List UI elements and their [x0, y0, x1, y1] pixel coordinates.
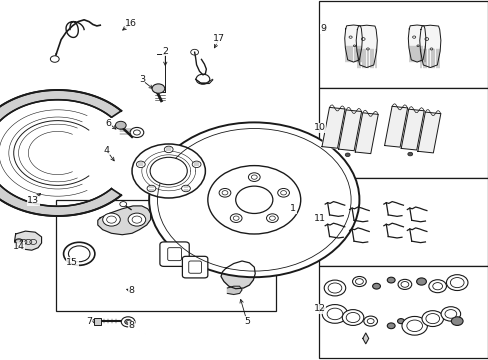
- Text: 17: 17: [213, 34, 224, 43]
- Circle shape: [124, 319, 131, 324]
- Circle shape: [126, 321, 129, 323]
- Circle shape: [322, 305, 347, 323]
- Polygon shape: [0, 90, 121, 216]
- Polygon shape: [417, 112, 440, 153]
- Polygon shape: [227, 286, 242, 294]
- Circle shape: [132, 144, 205, 198]
- Text: 5: 5: [244, 317, 249, 325]
- Text: 8: 8: [128, 321, 134, 330]
- Polygon shape: [355, 113, 377, 154]
- Bar: [94, 318, 101, 325]
- Circle shape: [130, 127, 143, 138]
- Circle shape: [235, 186, 272, 213]
- Circle shape: [400, 282, 408, 287]
- Text: 14: 14: [13, 242, 24, 251]
- Bar: [318, 88, 487, 178]
- Circle shape: [68, 246, 90, 262]
- Circle shape: [120, 202, 126, 207]
- Circle shape: [219, 189, 230, 197]
- Circle shape: [450, 317, 462, 325]
- Circle shape: [397, 319, 404, 324]
- Circle shape: [181, 185, 190, 192]
- Circle shape: [147, 185, 156, 192]
- Polygon shape: [322, 107, 344, 148]
- Polygon shape: [338, 110, 361, 151]
- Text: 7: 7: [86, 317, 92, 325]
- Circle shape: [386, 323, 394, 329]
- Circle shape: [366, 319, 373, 324]
- Circle shape: [152, 84, 164, 93]
- Circle shape: [372, 283, 380, 289]
- Polygon shape: [221, 261, 255, 289]
- Text: 6: 6: [105, 118, 111, 127]
- Circle shape: [446, 275, 467, 291]
- Circle shape: [386, 277, 394, 283]
- Text: 8: 8: [128, 287, 134, 295]
- Polygon shape: [362, 333, 368, 344]
- Circle shape: [432, 283, 442, 290]
- Circle shape: [207, 166, 300, 234]
- Circle shape: [150, 157, 187, 185]
- Circle shape: [444, 310, 456, 318]
- Bar: [318, 266, 487, 358]
- Circle shape: [102, 213, 120, 226]
- Circle shape: [401, 316, 427, 335]
- Circle shape: [406, 320, 422, 332]
- Circle shape: [327, 283, 341, 293]
- Circle shape: [428, 280, 446, 293]
- Circle shape: [346, 312, 359, 323]
- Circle shape: [449, 278, 463, 288]
- Polygon shape: [401, 109, 423, 150]
- Circle shape: [421, 311, 443, 327]
- Circle shape: [115, 121, 126, 129]
- Circle shape: [164, 146, 173, 153]
- Text: 10: 10: [313, 123, 325, 132]
- Text: 1: 1: [290, 204, 296, 213]
- Polygon shape: [15, 231, 41, 250]
- Circle shape: [407, 152, 412, 156]
- Circle shape: [326, 308, 342, 320]
- Text: 11: 11: [313, 214, 325, 223]
- Circle shape: [355, 279, 363, 284]
- Circle shape: [440, 307, 460, 321]
- Polygon shape: [419, 25, 440, 68]
- Circle shape: [324, 280, 345, 296]
- Circle shape: [50, 56, 59, 62]
- Circle shape: [345, 153, 349, 157]
- Text: 16: 16: [125, 19, 137, 28]
- Text: 9: 9: [320, 24, 326, 33]
- Circle shape: [230, 214, 242, 222]
- Circle shape: [149, 122, 359, 277]
- Text: 2: 2: [162, 46, 168, 55]
- Polygon shape: [355, 25, 377, 68]
- FancyBboxPatch shape: [160, 242, 189, 266]
- Circle shape: [277, 189, 289, 197]
- Circle shape: [266, 214, 278, 222]
- Bar: [318, 1, 487, 88]
- Bar: [318, 178, 487, 266]
- Circle shape: [397, 279, 411, 289]
- Circle shape: [248, 173, 260, 181]
- Polygon shape: [344, 25, 362, 62]
- FancyBboxPatch shape: [182, 256, 207, 278]
- Text: 4: 4: [103, 146, 109, 155]
- Circle shape: [342, 310, 363, 325]
- Text: 13: 13: [27, 197, 39, 205]
- Polygon shape: [407, 25, 425, 62]
- Text: 12: 12: [313, 305, 325, 313]
- Circle shape: [363, 316, 377, 326]
- Circle shape: [63, 242, 95, 265]
- Circle shape: [121, 317, 135, 327]
- Circle shape: [192, 161, 201, 167]
- Polygon shape: [384, 106, 407, 147]
- Circle shape: [416, 278, 426, 285]
- Text: 15: 15: [66, 258, 78, 266]
- Circle shape: [425, 314, 439, 324]
- Polygon shape: [98, 206, 150, 235]
- Circle shape: [136, 161, 145, 167]
- Circle shape: [128, 213, 145, 226]
- Bar: [56, 200, 276, 311]
- Circle shape: [352, 276, 366, 287]
- Text: 3: 3: [139, 76, 144, 85]
